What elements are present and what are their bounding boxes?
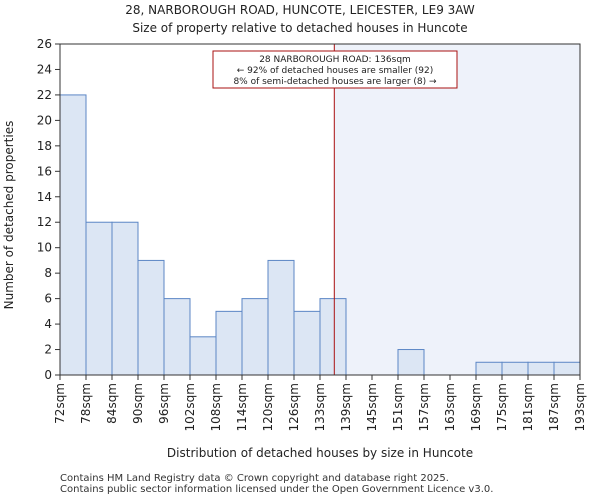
- x-tick-label: 181sqm: [521, 383, 535, 431]
- x-tick-label: 108sqm: [209, 383, 223, 431]
- y-axis-label: Number of detached properties: [2, 121, 16, 310]
- bar-120sqm: [267, 259, 295, 376]
- x-tick-label: 157sqm: [417, 383, 431, 431]
- bar-108sqm: [215, 310, 243, 376]
- x-tick-label: 72sqm: [53, 383, 67, 424]
- x-tick-label: 163sqm: [443, 383, 457, 431]
- bar-84sqm: [111, 221, 139, 376]
- annotation-line-2: ← 92% of detached houses are smaller (92…: [237, 66, 434, 76]
- y-tick-label: 26: [37, 37, 52, 51]
- x-tick-label: 126sqm: [287, 383, 301, 431]
- x-tick-label: 84sqm: [105, 383, 119, 424]
- x-tick-label: 120sqm: [261, 383, 275, 431]
- y-tick-label: 20: [37, 113, 52, 127]
- y-tick-label: 16: [37, 164, 52, 178]
- y-tick-label: 4: [44, 317, 52, 331]
- bar-72sqm: [59, 94, 87, 376]
- x-tick-label: 133sqm: [313, 383, 327, 431]
- annotation-line-3: 8% of semi-detached houses are larger (8…: [233, 77, 437, 87]
- chart-title: 28, NARBOROUGH ROAD, HUNCOTE, LEICESTER,…: [125, 3, 475, 17]
- y-tick-label: 24: [37, 62, 52, 76]
- bar-126sqm: [293, 310, 321, 376]
- x-tick-label: 90sqm: [131, 383, 145, 424]
- bar-90sqm: [137, 259, 165, 376]
- x-tick-label: 169sqm: [469, 383, 483, 431]
- x-tick-label: 151sqm: [391, 383, 405, 431]
- bar-187sqm: [553, 361, 581, 376]
- larger-than-subject-region: [334, 44, 580, 375]
- x-tick-label: 78sqm: [79, 383, 93, 424]
- y-tick-label: 18: [37, 139, 52, 153]
- bar-133sqm: [319, 298, 347, 376]
- bar-175sqm: [501, 361, 529, 376]
- y-tick-label: 14: [37, 190, 52, 204]
- y-tick-label: 10: [37, 241, 52, 255]
- annotation-frame: [212, 50, 458, 89]
- y-tick-label: 0: [44, 368, 52, 382]
- y-tick-label: 8: [44, 266, 52, 280]
- bar-169sqm: [475, 361, 503, 376]
- bar-114sqm: [241, 298, 269, 376]
- x-tick-label: 114sqm: [235, 383, 249, 431]
- bar-96sqm: [163, 298, 191, 376]
- x-axis-label: Distribution of detached houses by size …: [167, 446, 473, 460]
- y-tick-label: 6: [44, 292, 52, 306]
- x-tick-label: 139sqm: [339, 383, 353, 431]
- x-tick-label: 175sqm: [495, 383, 509, 431]
- y-tick-label: 2: [44, 343, 52, 357]
- bar-102sqm: [189, 336, 217, 376]
- y-tick-label: 12: [37, 215, 52, 229]
- bars-group: [59, 94, 581, 376]
- annotation-line-1: 28 NARBOROUGH ROAD: 136sqm: [259, 55, 411, 65]
- bar-181sqm: [527, 361, 555, 376]
- annotation-box: 28 NARBOROUGH ROAD: 136sqm ← 92% of deta…: [212, 50, 458, 89]
- chart-subtitle: Size of property relative to detached ho…: [132, 21, 467, 35]
- footer-attribution-1: Contains HM Land Registry data © Crown c…: [60, 473, 449, 484]
- footer-attribution-2: Contains public sector information licen…: [60, 484, 494, 495]
- x-tick-label: 96sqm: [157, 383, 171, 424]
- y-tick-label: 22: [37, 88, 52, 102]
- x-tick-label: 145sqm: [365, 383, 379, 431]
- bar-151sqm: [397, 349, 425, 376]
- x-tick-label: 102sqm: [183, 383, 197, 431]
- x-tick-label: 187sqm: [547, 383, 561, 431]
- x-tick-label: 193sqm: [573, 383, 587, 431]
- bar-78sqm: [85, 221, 113, 376]
- x-axis-ticks: 72sqm 78sqm 84sqm 90sqm 96sqm 102sqm 108sqm 114…: [53, 375, 587, 431]
